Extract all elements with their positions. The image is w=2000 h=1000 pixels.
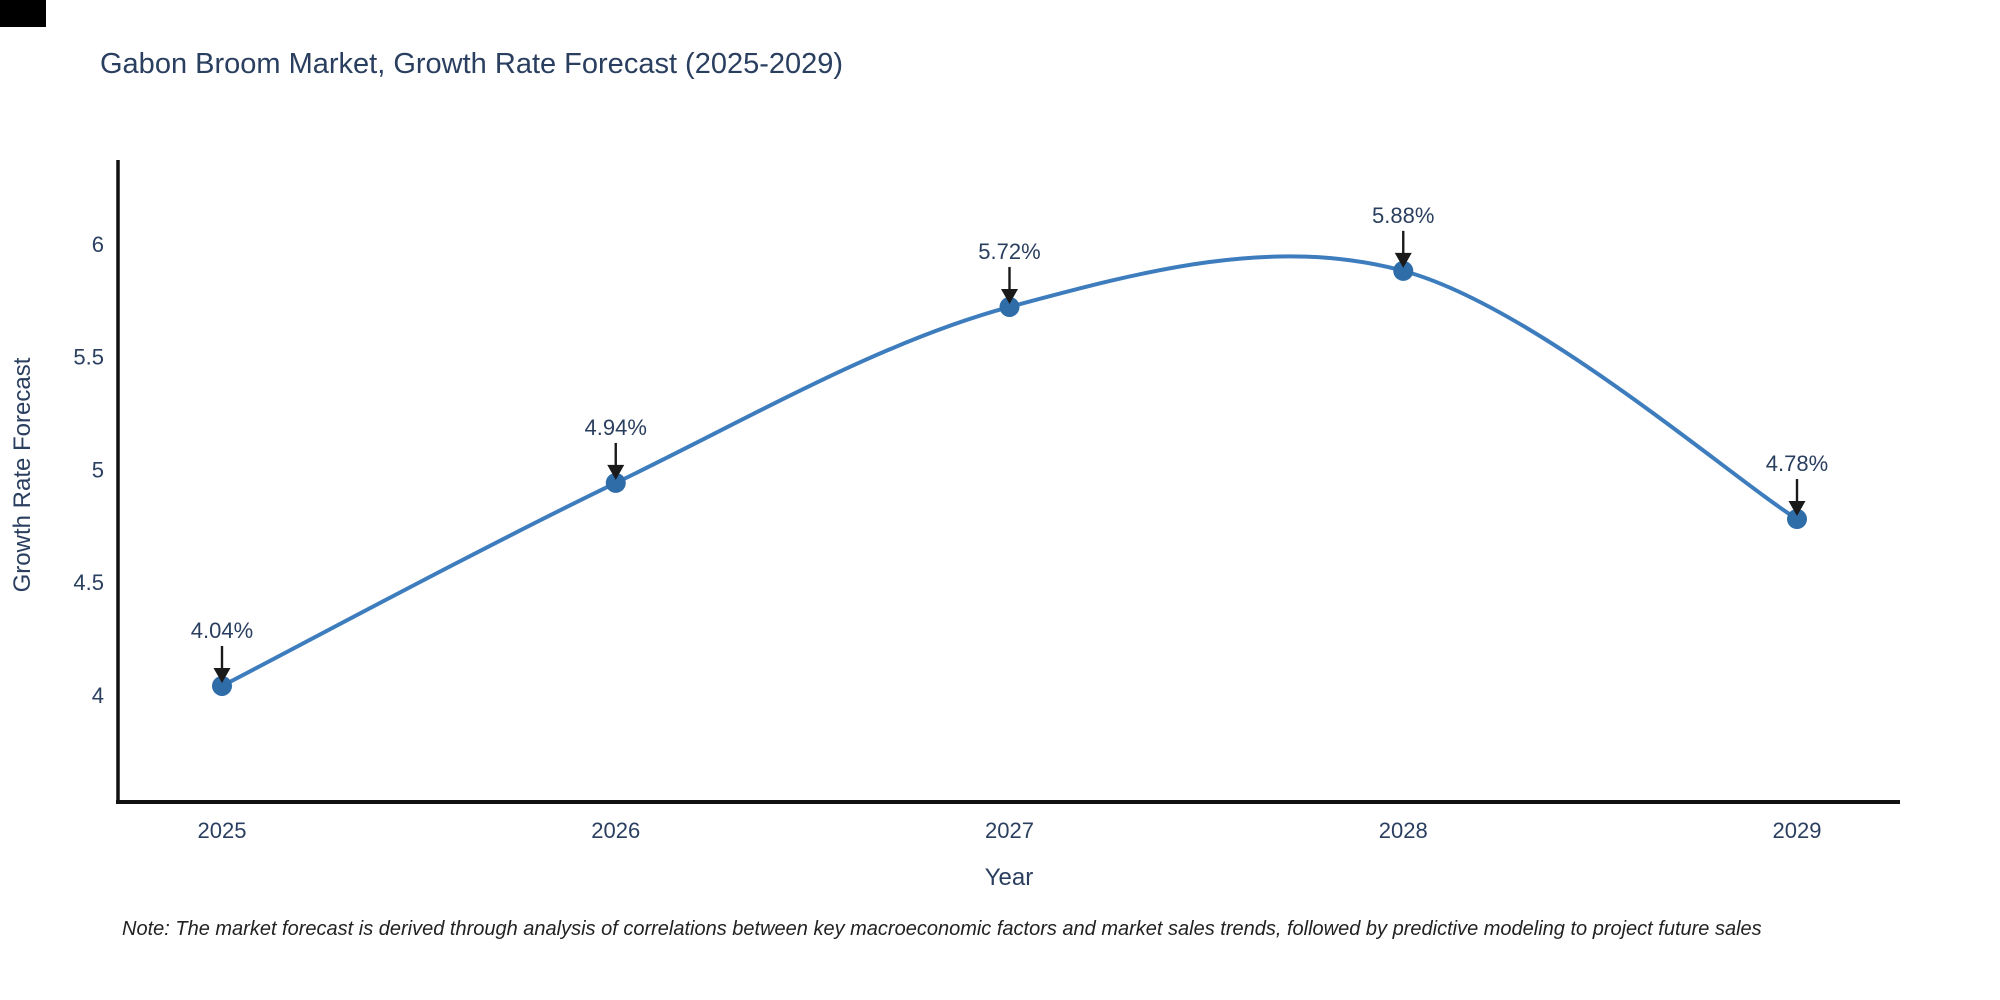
x-axis-title: Year: [985, 864, 1034, 891]
data-point-label: 4.04%: [191, 618, 253, 643]
annotation-arrowhead: [1001, 288, 1018, 304]
annotation-arrowhead: [607, 464, 625, 480]
y-tick-label: 4.5: [73, 570, 104, 595]
x-tick-label: 2028: [1379, 818, 1428, 843]
data-point-label: 4.94%: [585, 415, 647, 440]
x-tick-label: 2026: [591, 818, 640, 843]
data-point: [212, 675, 232, 696]
data-point: [1393, 260, 1414, 281]
corner-artifact: [0, 0, 46, 27]
x-tick-label: 2025: [198, 818, 247, 843]
annotation-arrowhead: [1788, 501, 1806, 517]
data-point-label: 5.88%: [1372, 203, 1434, 228]
x-tick-label: 2029: [1773, 818, 1822, 843]
y-tick-label: 5.5: [73, 345, 104, 370]
data-point-label: 4.78%: [1766, 451, 1828, 476]
x-tick-label: 2027: [985, 818, 1034, 843]
chart-title: Gabon Broom Market, Growth Rate Forecast…: [100, 48, 844, 80]
forecast-line: [220, 254, 1799, 688]
y-tick-label: 4: [92, 683, 104, 708]
data-point: [605, 472, 626, 493]
y-axis-title: Growth Rate Forecast: [9, 357, 36, 592]
data-point: [1787, 509, 1807, 530]
annotation-arrowhead: [1394, 252, 1412, 268]
data-point: [999, 296, 1020, 317]
data-point-label: 5.72%: [978, 239, 1040, 264]
y-tick-label: 6: [92, 232, 104, 257]
y-tick-label: 5: [92, 457, 104, 482]
annotation-arrowhead: [213, 667, 231, 683]
footnote: Note: The market forecast is derived thr…: [122, 918, 1762, 940]
